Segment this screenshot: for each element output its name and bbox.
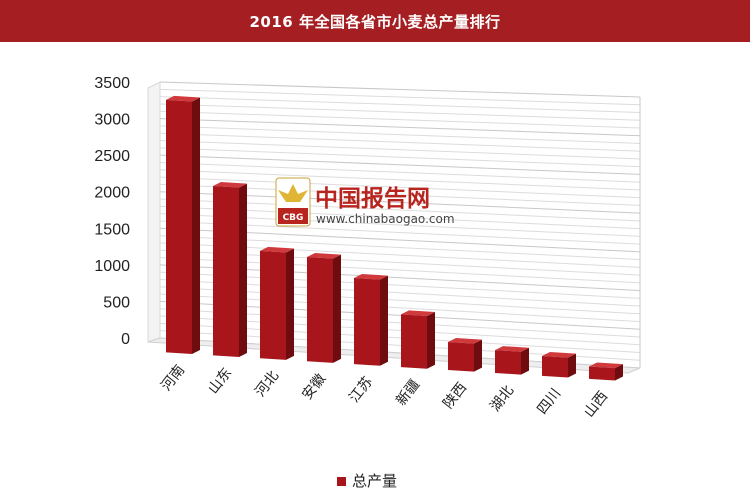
- bar-side: [521, 347, 529, 375]
- watermark-name: 中国报告网: [315, 186, 430, 212]
- bar-top: [213, 181, 247, 188]
- bar: [354, 274, 388, 366]
- bar-side: [568, 353, 576, 378]
- bar-side: [192, 97, 200, 354]
- bar-chart: 0 500 1000 1500 2000 2500 3000 3500 河南 山东 河北 安徽 江苏新…: [94, 75, 641, 490]
- bar-side: [239, 183, 247, 357]
- bar-side: [474, 339, 482, 372]
- y-tick-label: 1500: [94, 221, 130, 238]
- bar: [260, 246, 294, 360]
- bar-top: [260, 246, 294, 253]
- bar: [401, 310, 435, 369]
- bar-top: [166, 95, 200, 102]
- x-category-label: 新疆: [393, 377, 423, 409]
- x-category-label: 安徽: [299, 371, 329, 403]
- legend: 总产量: [337, 472, 397, 490]
- x-category-label: 江苏: [346, 374, 376, 406]
- grid-line: [159, 81, 641, 98]
- grid-line: [159, 110, 641, 129]
- y-tick-label: 0: [121, 331, 130, 348]
- y-tick-label: 500: [103, 294, 130, 311]
- grid-line: [159, 161, 641, 183]
- bar-top: [307, 252, 341, 259]
- bar: [166, 95, 200, 354]
- watermark: CBG 中国报告网 www.chinabaogao.com: [275, 177, 455, 227]
- x-category-label: 山西: [581, 389, 611, 421]
- bar-front: [542, 355, 568, 378]
- bar-side: [380, 275, 388, 366]
- y-tick-label: 2500: [94, 148, 130, 165]
- bar-top: [589, 362, 623, 369]
- left-wall: [147, 81, 161, 343]
- bars: [166, 95, 623, 381]
- legend-swatch: [337, 477, 346, 486]
- bar-top: [354, 274, 388, 280]
- bar-front: [213, 185, 239, 357]
- grid-line: [159, 132, 641, 152]
- bar: [448, 337, 482, 372]
- x-category-label: 湖北: [487, 383, 517, 415]
- grid-line: [159, 154, 641, 175]
- y-tick-label: 3500: [94, 75, 130, 92]
- grid-line: [159, 88, 641, 106]
- bar: [542, 351, 576, 378]
- bar-front: [166, 99, 192, 354]
- chart-title: 2016 年全国各省市小麦总产量排行: [0, 0, 750, 42]
- bar: [213, 181, 247, 357]
- bar-front: [354, 278, 380, 366]
- bar-side: [333, 254, 341, 363]
- bar-front: [260, 250, 286, 360]
- x-category-label: 河南: [158, 362, 188, 394]
- bar-front: [401, 314, 427, 369]
- bar-top: [401, 310, 435, 316]
- bar: [495, 346, 529, 375]
- bar-front: [307, 256, 333, 363]
- bar: [307, 252, 341, 363]
- grid-line: [159, 169, 641, 191]
- legend-label: 总产量: [352, 472, 397, 490]
- bar: [589, 362, 623, 381]
- grid-line: [159, 96, 641, 113]
- grid-line: [159, 125, 641, 144]
- bar-front: [495, 350, 521, 375]
- grid-line: [159, 176, 641, 199]
- bar-side: [286, 248, 294, 360]
- grid-line: [159, 118, 641, 137]
- bar-top: [542, 351, 576, 358]
- x-category-label: 山东: [205, 365, 235, 397]
- grid-line: [159, 103, 641, 121]
- x-category-label: 陕西: [440, 380, 470, 412]
- bar-top: [448, 337, 482, 344]
- x-category-label: 河北: [252, 368, 282, 400]
- y-tick-label: 2000: [94, 185, 130, 202]
- y-tick-label: 3000: [94, 112, 130, 129]
- x-category-label: 四川: [534, 386, 564, 418]
- bar-top: [495, 346, 529, 352]
- watermark-logo-icon: [275, 177, 311, 227]
- grid-line: [159, 140, 641, 160]
- bar-front: [448, 341, 474, 372]
- watermark-url: www.chinabaogao.com: [316, 212, 455, 226]
- bar-front: [589, 366, 615, 381]
- watermark-logo-text: CBG: [283, 213, 304, 223]
- y-tick-label: 1000: [94, 258, 130, 275]
- y-axis-ticks: 0 500 1000 1500 2000 2500 3000 3500: [94, 75, 130, 348]
- bar-side: [427, 311, 435, 369]
- grid-line: [159, 147, 641, 168]
- bar-side: [615, 364, 623, 381]
